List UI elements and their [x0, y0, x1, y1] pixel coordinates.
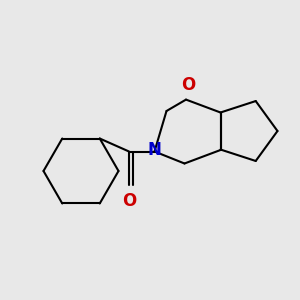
Text: N: N	[148, 141, 161, 159]
Text: O: O	[122, 192, 136, 210]
Text: O: O	[181, 76, 196, 94]
